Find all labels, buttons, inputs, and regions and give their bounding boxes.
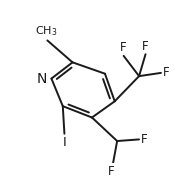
Text: I: I: [63, 136, 66, 149]
Text: F: F: [163, 66, 169, 79]
Text: F: F: [120, 41, 126, 54]
Text: F: F: [142, 40, 149, 53]
Text: N: N: [36, 72, 47, 86]
Text: F: F: [141, 133, 147, 146]
Text: CH$_3$: CH$_3$: [35, 24, 58, 38]
Text: F: F: [108, 164, 115, 178]
